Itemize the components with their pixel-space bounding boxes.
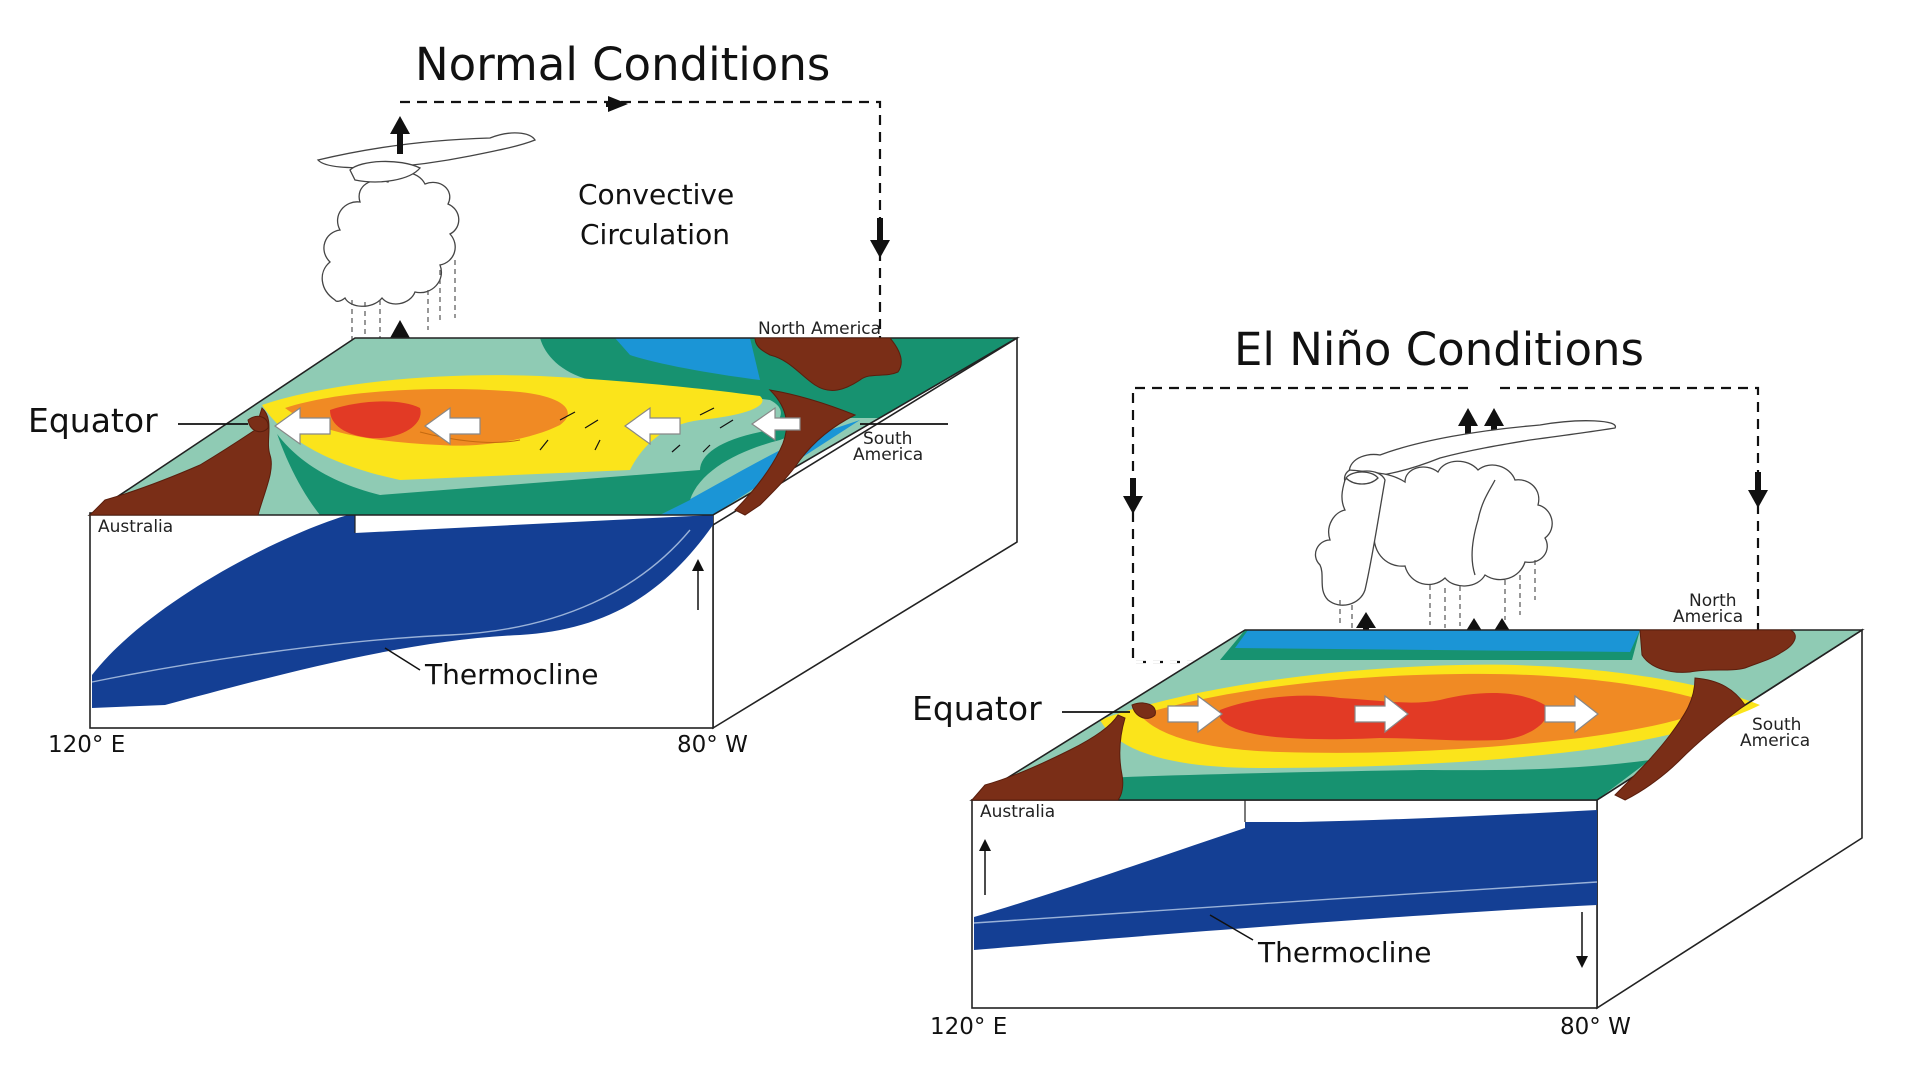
normal-equator-label: Equator <box>28 401 158 440</box>
normal-trade-winds <box>273 406 801 453</box>
normal-south-america-label-1: South <box>863 429 912 449</box>
loop-arrow-down-icon <box>870 240 890 258</box>
elnino-thermocline-label: Thermocline <box>1257 936 1431 969</box>
elnino-sea-surface <box>972 630 1862 800</box>
north-america-land <box>1639 629 1796 673</box>
australia-land <box>970 714 1126 801</box>
normal-conditions-panel: Normal Conditions Convective Circulation <box>28 38 1020 758</box>
west-wind-arrow-icon <box>623 406 681 446</box>
elnino-north-america-label-2: America <box>1673 607 1743 627</box>
normal-thermocline-label: Thermocline <box>424 658 598 691</box>
convective-label-2: Circulation <box>580 218 730 251</box>
west-wind-arrow-icon <box>423 406 481 446</box>
elnino-south-america-label-1: South <box>1752 715 1801 735</box>
elnino-equator-label: Equator <box>912 689 1042 728</box>
normal-east-coordinate: 80° W <box>677 732 748 758</box>
elnino-west-coordinate: 120° E <box>930 1014 1007 1040</box>
up-arrow-icon <box>390 116 410 134</box>
elnino-land <box>970 629 1796 801</box>
convective-label-1: Convective <box>578 178 734 211</box>
normal-south-america-label-2: America <box>853 445 923 465</box>
up-arrow-icon <box>1484 408 1504 426</box>
elnino-ocean-box <box>971 628 1863 1010</box>
elnino-south-america-label-2: America <box>1740 731 1810 751</box>
east-wind-arrow-icon <box>1354 694 1409 734</box>
elnino-conditions-panel: El Niño Conditions <box>912 323 1865 1040</box>
elnino-north-america-label-1: North <box>1689 591 1737 611</box>
elnino-cloud-icon <box>1314 420 1616 630</box>
elnino-east-coordinate: 80° W <box>1560 1014 1631 1040</box>
normal-australia-label: Australia <box>98 517 173 537</box>
normal-north-america-label: North America <box>758 319 881 339</box>
east-wind-arrow-icon <box>1544 694 1599 734</box>
normal-cloud-icon <box>316 132 536 345</box>
loop-arrow-down-icon <box>1748 490 1768 508</box>
west-wind-arrow-icon <box>750 406 801 442</box>
loop-arrow-east-icon <box>608 96 628 112</box>
normal-west-coordinate: 120° E <box>48 732 125 758</box>
elnino-warm-layer <box>974 810 1597 950</box>
south-america-land <box>734 389 857 516</box>
up-arrow-icon <box>390 320 410 338</box>
up-arrow-icon <box>1458 408 1478 426</box>
normal-title: Normal Conditions <box>415 38 830 91</box>
normal-warm-layer <box>92 513 713 708</box>
normal-ocean-box <box>89 336 1018 730</box>
south-america-land <box>1614 677 1746 801</box>
east-wind-arrow-icon <box>1167 694 1223 734</box>
north-america-land <box>754 337 902 391</box>
elnino-westerly-winds <box>1167 694 1599 734</box>
normal-land <box>88 337 902 516</box>
loop-arrow-down-icon <box>1123 496 1143 514</box>
west-wind-arrow-icon <box>273 406 331 446</box>
elnino-title: El Niño Conditions <box>1234 323 1644 376</box>
elnino-australia-label: Australia <box>980 802 1055 822</box>
up-arrow-icon <box>1356 612 1376 628</box>
